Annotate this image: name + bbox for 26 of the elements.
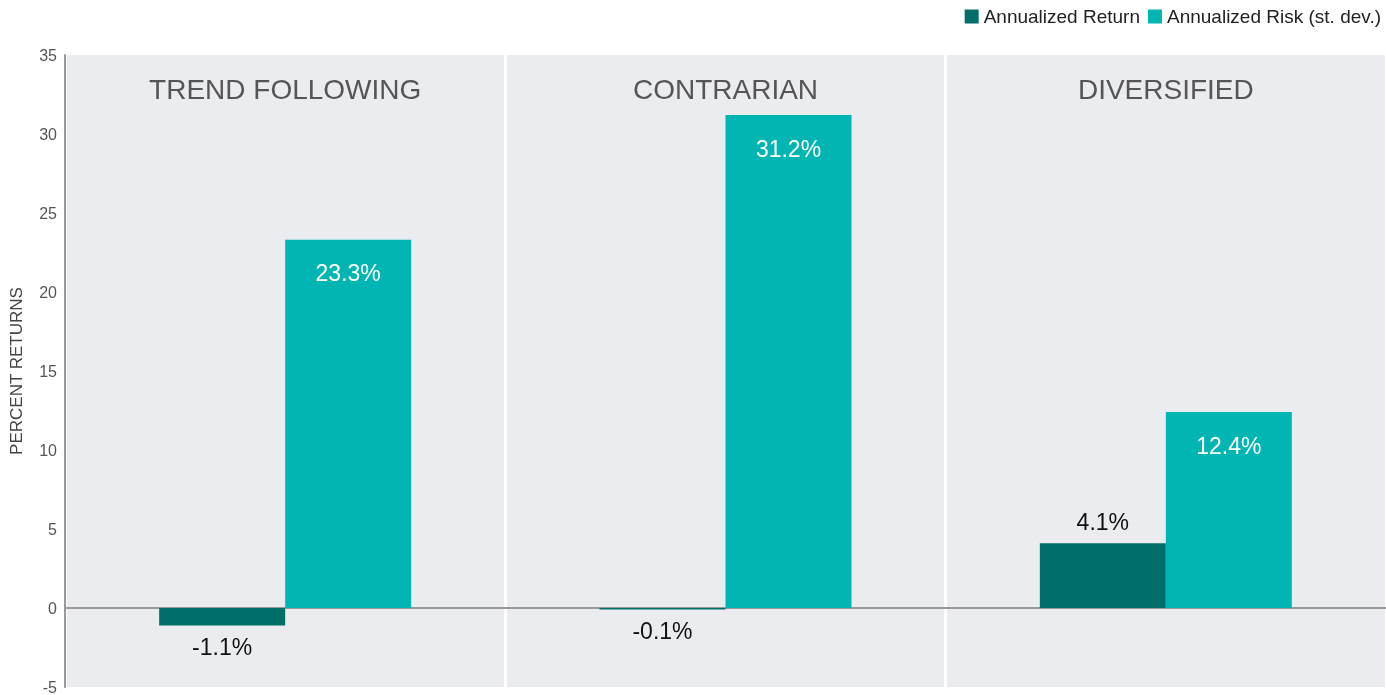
y-tick-label: 30 [39, 125, 58, 143]
y-tick-label: 5 [48, 520, 58, 538]
bar [1039, 543, 1166, 608]
y-tick-label: -5 [42, 678, 58, 695]
bar [725, 115, 852, 608]
x-tick-label: TREND FOLLOWING [149, 73, 422, 105]
y-tick-label: 20 [39, 283, 58, 301]
data-label: -1.1% [192, 633, 253, 660]
data-label: 4.1% [1076, 508, 1130, 535]
bar [1165, 412, 1292, 608]
y-tick-label: 15 [39, 362, 58, 380]
x-tick-label: DIVERSIFIED [1077, 73, 1254, 105]
bar [285, 239, 412, 608]
data-label: 23.3% [315, 260, 381, 287]
legend-label: Annualized Return [983, 6, 1140, 27]
data-label: -0.1% [632, 618, 693, 645]
y-axis-title: PERCENT RETURNS [7, 287, 26, 455]
data-label: 31.2% [755, 135, 822, 162]
y-tick-label: 0 [48, 599, 58, 617]
legend-label: Annualized Risk (st. dev.) [1166, 6, 1382, 27]
y-tick-label: 10 [39, 441, 58, 459]
bar [159, 608, 286, 626]
data-label: 12.4% [1196, 432, 1262, 459]
y-tick-label: 35 [39, 46, 58, 64]
y-tick-label: 25 [39, 204, 58, 222]
x-tick-label: CONTRARIAN [632, 73, 819, 105]
